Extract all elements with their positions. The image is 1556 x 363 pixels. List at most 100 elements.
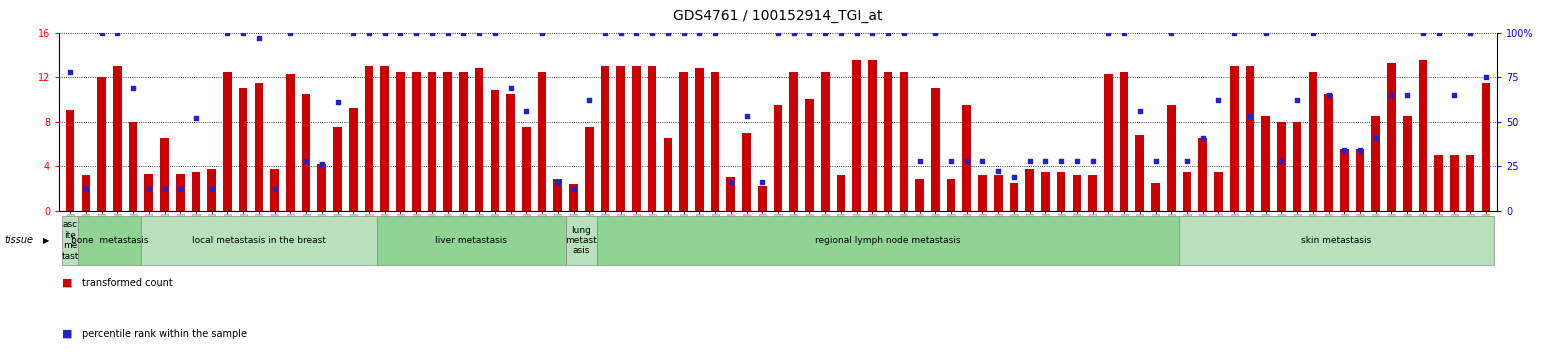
Bar — [930, 88, 940, 211]
Bar — [142, 216, 377, 265]
Bar — [837, 175, 845, 211]
Bar — [160, 138, 170, 211]
Point — [1379, 92, 1404, 98]
Bar — [223, 72, 232, 211]
Bar — [822, 72, 829, 211]
Point — [766, 30, 790, 36]
Point — [513, 108, 538, 114]
Point — [1347, 147, 1372, 153]
Bar — [98, 77, 106, 211]
Point — [545, 179, 569, 185]
Bar — [1010, 183, 1018, 211]
Bar — [899, 72, 909, 211]
Bar — [1277, 122, 1285, 211]
Bar — [443, 72, 451, 211]
Text: bone  metastasis: bone metastasis — [70, 236, 148, 245]
Bar — [412, 72, 420, 211]
Point — [938, 158, 963, 164]
Bar — [1450, 155, 1458, 211]
Bar — [569, 184, 577, 211]
Bar — [286, 74, 294, 211]
Point — [686, 30, 711, 36]
Point — [356, 30, 381, 36]
Point — [1064, 158, 1089, 164]
Point — [1410, 30, 1435, 36]
Point — [230, 30, 255, 36]
Point — [1144, 158, 1169, 164]
Bar — [65, 110, 75, 211]
Bar — [979, 175, 987, 211]
Bar — [1386, 63, 1396, 211]
Point — [812, 30, 837, 36]
Text: ■: ■ — [62, 278, 73, 288]
Bar — [680, 72, 688, 211]
Bar — [333, 127, 342, 211]
Point — [1190, 135, 1215, 140]
Bar — [114, 66, 121, 211]
Point — [671, 30, 696, 36]
Bar — [538, 72, 546, 211]
Point — [828, 30, 853, 36]
Point — [1363, 135, 1388, 140]
Bar — [853, 61, 860, 211]
Point — [1474, 74, 1498, 80]
Point — [860, 30, 885, 36]
Point — [1049, 158, 1074, 164]
Point — [529, 30, 554, 36]
Bar — [317, 164, 327, 211]
Point — [719, 179, 744, 185]
Point — [341, 30, 366, 36]
Bar — [349, 108, 358, 211]
Point — [734, 113, 759, 119]
Bar — [1435, 155, 1442, 211]
Point — [58, 69, 82, 75]
Bar — [1419, 61, 1427, 211]
Point — [372, 30, 397, 36]
Point — [703, 30, 728, 36]
Point — [199, 186, 224, 192]
Point — [387, 30, 412, 36]
Bar — [1179, 216, 1494, 265]
Point — [1458, 30, 1483, 36]
Bar — [1041, 172, 1050, 211]
Point — [1427, 30, 1452, 36]
Bar — [490, 90, 499, 211]
Point — [1128, 108, 1153, 114]
Bar — [81, 175, 90, 211]
Bar — [884, 72, 893, 211]
Point — [467, 30, 492, 36]
Bar — [397, 72, 405, 211]
Point — [1175, 158, 1200, 164]
Bar — [868, 61, 876, 211]
Point — [403, 30, 428, 36]
Point — [1002, 174, 1027, 180]
Point — [1159, 30, 1184, 36]
Bar — [963, 105, 971, 211]
Point — [73, 186, 98, 192]
Text: percentile rank within the sample: percentile rank within the sample — [82, 329, 247, 339]
Bar — [1262, 116, 1270, 211]
Bar — [915, 179, 924, 211]
Bar — [207, 170, 216, 211]
Text: lung
metast
asis: lung metast asis — [565, 225, 598, 256]
Point — [420, 30, 445, 36]
Bar — [1371, 116, 1380, 211]
Bar — [789, 72, 798, 211]
Point — [892, 30, 916, 36]
Bar — [62, 216, 78, 265]
Text: liver metastasis: liver metastasis — [436, 236, 507, 245]
Text: local metastasis in the breast: local metastasis in the breast — [191, 236, 325, 245]
Bar — [711, 72, 719, 211]
Point — [640, 30, 664, 36]
Bar — [78, 216, 142, 265]
Text: regional lymph node metastasis: regional lymph node metastasis — [815, 236, 962, 245]
Bar — [380, 66, 389, 211]
Bar — [1151, 183, 1159, 211]
Bar — [1246, 66, 1254, 211]
Point — [104, 30, 129, 36]
Point — [215, 30, 240, 36]
Bar — [302, 94, 310, 211]
Point — [954, 158, 979, 164]
Bar — [804, 99, 814, 211]
Bar — [1309, 72, 1316, 211]
